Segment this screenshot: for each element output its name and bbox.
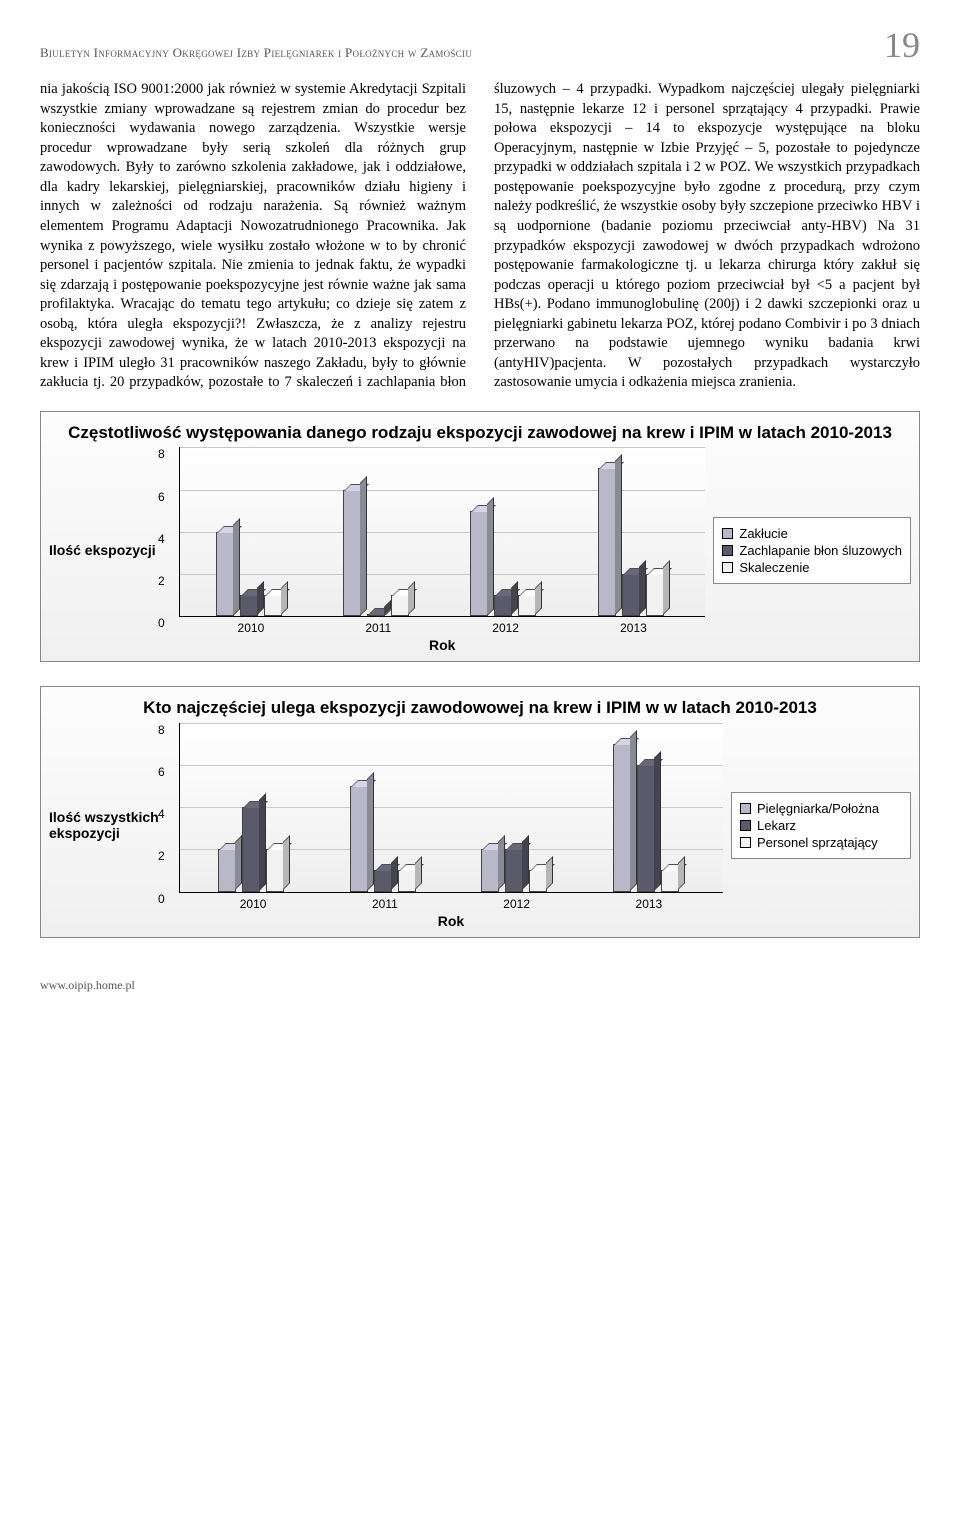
bar (266, 849, 284, 891)
bar-group (216, 532, 288, 617)
publication-title: Biuletyn Informacyjny Okręgowej Izby Pie… (40, 45, 472, 61)
bar-group (598, 468, 670, 616)
bar (391, 595, 409, 616)
legend-swatch (722, 528, 733, 539)
bar (350, 786, 368, 892)
ytick: 4 (158, 807, 165, 821)
legend-item: Pielęgniarka/Położna (740, 801, 902, 816)
chart-2-plot: 02468 (179, 723, 723, 893)
legend-item: Lekarz (740, 818, 902, 833)
bar (398, 870, 416, 891)
chart-1-legend: Zakłucie Zachlapanie błon śluzowych Skalec… (713, 517, 911, 584)
legend-swatch (722, 545, 733, 556)
legend-item: Personel sprzątający (740, 835, 902, 850)
xtick: 2013 (636, 897, 663, 911)
bar (374, 870, 392, 891)
bar-group (613, 744, 685, 892)
bar (343, 490, 361, 617)
xtick: 2010 (238, 621, 265, 635)
bar-group (343, 490, 415, 617)
legend-swatch (740, 803, 751, 814)
legend-swatch (740, 837, 751, 848)
legend-label: Skaleczenie (739, 560, 809, 575)
page-number: 19 (884, 24, 920, 66)
xtick: 2012 (503, 897, 530, 911)
legend-label: Personel sprzątający (757, 835, 878, 850)
bar (494, 595, 512, 616)
article-body: nia jakością ISO 9001:2000 jak również w… (40, 80, 920, 393)
xtick: 2011 (372, 897, 398, 911)
chart-2-xticks: 2010 2011 2012 2013 (179, 893, 723, 911)
xtick: 2010 (240, 897, 267, 911)
bar (367, 614, 385, 616)
bar (518, 595, 536, 616)
bar (505, 849, 523, 891)
ytick: 8 (158, 723, 165, 737)
article-paragraph: nia jakością ISO 9001:2000 jak również w… (40, 80, 920, 393)
legend-item: Zachlapanie błon śluzowych (722, 543, 902, 558)
chart-1-title: Częstotliwość występowania danego rodzaj… (49, 422, 911, 443)
legend-label: Zakłucie (739, 526, 787, 541)
legend-label: Pielęgniarka/Położna (757, 801, 879, 816)
bar (622, 574, 640, 616)
bar-group (470, 511, 542, 617)
xtick: 2013 (620, 621, 647, 635)
chart-1-xlabel: Rok (179, 637, 705, 653)
bar (216, 532, 234, 617)
ytick: 2 (158, 574, 165, 588)
xtick: 2011 (365, 621, 391, 635)
bar-group (350, 786, 422, 892)
bar (470, 511, 488, 617)
bar-group (481, 849, 553, 891)
chart-1-xticks: 2010 2011 2012 2013 (179, 617, 705, 635)
ytick: 0 (158, 892, 165, 906)
bar (598, 468, 616, 616)
bar (242, 807, 260, 892)
legend-item: Skaleczenie (722, 560, 902, 575)
bar (661, 870, 679, 891)
chart-2-title: Kto najczęściej ulega ekspozycji zawodow… (49, 697, 911, 718)
bar (529, 870, 547, 891)
legend-label: Zachlapanie błon śluzowych (739, 543, 902, 558)
chart-2: Kto najczęściej ulega ekspozycji zawodow… (40, 686, 920, 937)
bar-group (218, 807, 290, 892)
ytick: 2 (158, 849, 165, 863)
page-header: Biuletyn Informacyjny Okręgowej Izby Pie… (40, 24, 920, 66)
bar (218, 849, 236, 891)
ytick: 6 (158, 765, 165, 779)
bar (481, 849, 499, 891)
legend-swatch (722, 562, 733, 573)
footer-url: www.oipip.home.pl (40, 978, 920, 993)
chart-1-plot: 02468 (179, 447, 705, 617)
ytick: 4 (158, 532, 165, 546)
chart-2-legend: Pielęgniarka/Położna Lekarz Personel sprzą… (731, 792, 911, 859)
bar (637, 765, 655, 892)
legend-label: Lekarz (757, 818, 796, 833)
chart-2-xlabel: Rok (179, 913, 723, 929)
bar (264, 595, 282, 616)
ytick: 0 (158, 616, 165, 630)
legend-item: Zakłucie (722, 526, 902, 541)
bar (240, 595, 258, 616)
ytick: 8 (158, 447, 165, 461)
bar (613, 744, 631, 892)
xtick: 2012 (492, 621, 519, 635)
chart-1: Częstotliwość występowania danego rodzaj… (40, 411, 920, 662)
bar (646, 574, 664, 616)
ytick: 6 (158, 490, 165, 504)
legend-swatch (740, 820, 751, 831)
